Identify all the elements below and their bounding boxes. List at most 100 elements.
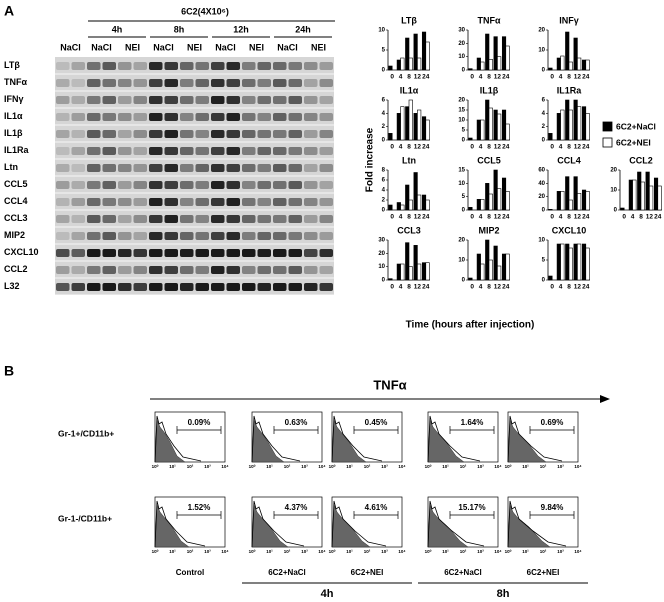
blot-band: [319, 79, 333, 87]
blot-band: [319, 266, 333, 274]
y-tick-label: 10: [458, 258, 465, 264]
x-tick-label: 0: [550, 144, 554, 151]
chart-title: Ltn: [402, 155, 416, 165]
axis-tick-label: 10³: [204, 464, 211, 469]
blot-band: [319, 249, 333, 257]
bar: [425, 199, 430, 211]
gene-label: Ltn: [4, 162, 18, 172]
x-tick-label: 4: [479, 74, 483, 81]
blot-band: [319, 164, 333, 172]
bar: [488, 59, 493, 71]
y-tick-label: 6: [382, 178, 386, 184]
histogram-fill: [251, 419, 285, 463]
bar: [568, 61, 573, 71]
blot-band: [242, 130, 256, 138]
axis-tick-label: 10³: [557, 464, 564, 469]
x-tick-label: 8: [567, 284, 571, 291]
blot-band: [242, 181, 256, 189]
blot-band: [71, 249, 85, 257]
gate-percent: 0.63%: [285, 418, 308, 427]
gene-label: IL1Ra: [4, 145, 30, 155]
blot-band: [257, 164, 271, 172]
axis-tick-label: 10⁰: [505, 549, 512, 554]
axis-tick-label: 10⁰: [152, 549, 159, 554]
y-tick-label: 30: [378, 238, 385, 244]
blot-band: [133, 266, 147, 274]
histogram-outline: [507, 500, 567, 548]
y-tick-label: 0: [382, 278, 386, 284]
bar: [573, 99, 578, 141]
blot-band: [71, 130, 85, 138]
blot-band: [102, 79, 116, 87]
blot-band: [102, 113, 116, 121]
blot-band: [164, 215, 178, 223]
x-tick-label: 8: [487, 214, 491, 221]
bar: [480, 119, 485, 141]
blot-band: [102, 147, 116, 155]
blot-band: [288, 266, 302, 274]
bar: [408, 266, 413, 281]
blot-band: [211, 232, 225, 240]
blot-band: [71, 96, 85, 104]
blot-band: [304, 96, 318, 104]
bar: [400, 204, 405, 211]
axis-tick-label: 10¹: [522, 549, 529, 554]
lane-label: NaCl: [277, 42, 298, 52]
y-tick-label: 0: [614, 208, 618, 214]
y-tick-label: 20: [378, 251, 385, 257]
x-tick-label: 12: [414, 144, 422, 151]
bar: [657, 185, 662, 211]
x-tick-label: 8: [407, 214, 411, 221]
blot-band: [56, 283, 70, 291]
axis-tick-label: 10⁴: [398, 464, 405, 469]
bar: [497, 265, 502, 281]
gate: [353, 511, 399, 519]
x-tick-label: 0: [550, 284, 554, 291]
bar: [505, 123, 510, 141]
time-label: 12h: [233, 24, 249, 34]
x-tick-label: 8: [639, 214, 643, 221]
blot-band: [87, 198, 101, 206]
axis-tick-label: 10²: [540, 549, 547, 554]
row-label: Gr-1-/CD11b+: [58, 513, 112, 523]
group-label: 4h: [321, 588, 334, 600]
blot-band: [226, 249, 240, 257]
x-tick-label: 4: [559, 214, 563, 221]
blot-band: [195, 232, 209, 240]
bar: [421, 116, 427, 141]
gene-label: IL1β: [4, 128, 23, 138]
blot-band: [273, 283, 287, 291]
column-label: 6C2+NEI: [527, 568, 560, 577]
blot-band: [195, 198, 209, 206]
blot-band: [71, 164, 85, 172]
x-tick-label: 0: [470, 144, 474, 151]
bar: [548, 67, 553, 71]
axis-tick-label: 10⁴: [494, 464, 501, 469]
bar: [425, 262, 430, 281]
bar: [573, 176, 578, 211]
blot-band: [304, 164, 318, 172]
gate-percent: 0.09%: [188, 418, 211, 427]
blot-band: [118, 164, 132, 172]
bar: [560, 109, 565, 141]
bar: [585, 113, 590, 141]
blot-band: [149, 147, 163, 155]
blot-band: [319, 181, 333, 189]
blot-band: [164, 147, 178, 155]
blot-band: [242, 62, 256, 70]
chart-title: CCL3: [397, 225, 421, 235]
blot-band: [133, 215, 147, 223]
bar: [388, 65, 393, 71]
blot-band: [288, 164, 302, 172]
gate: [529, 426, 575, 434]
blot-band: [288, 62, 302, 70]
axis-tick-label: 10¹: [169, 549, 176, 554]
blot-band: [180, 113, 194, 121]
y-tick-label: 20: [458, 98, 465, 104]
blot-band: [71, 62, 85, 70]
bar: [497, 56, 502, 71]
axis-tick-label: 10²: [460, 464, 467, 469]
bar: [400, 263, 405, 281]
x-tick-label: 24: [582, 214, 590, 221]
blot-band: [304, 266, 318, 274]
